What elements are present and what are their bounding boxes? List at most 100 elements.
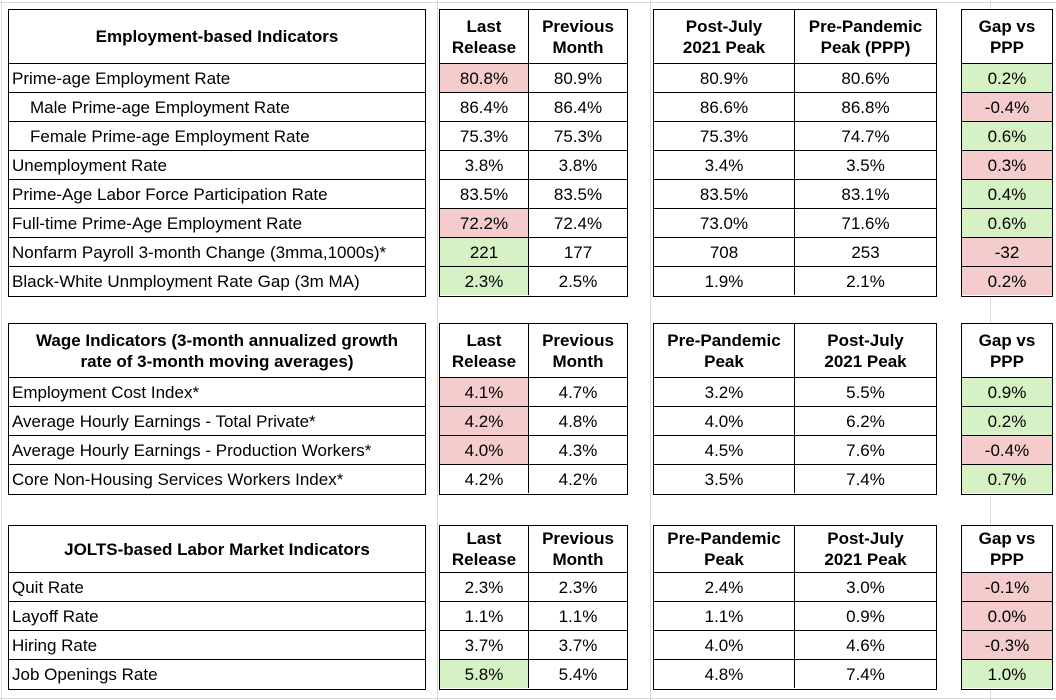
value-cell: 86.6% xyxy=(654,93,795,121)
value-cell: 86.4% xyxy=(440,93,529,121)
row-label: Job Openings Rate xyxy=(9,659,425,688)
row-label: Unemployment Rate xyxy=(9,150,425,179)
table-title: Wage Indicators (3-month annualized grow… xyxy=(35,330,399,371)
value-cell: 3.7% xyxy=(440,631,529,659)
row-label: Prime-Age Labor Force Participation Rate xyxy=(9,179,425,208)
table-row-segment: 2.4% 3.0% xyxy=(654,572,936,601)
value-cell: 0.3% xyxy=(962,150,1052,179)
value-cell: 2.3% xyxy=(440,267,529,295)
value-cell: 221 xyxy=(440,238,529,266)
table-row-segment: 86.4% 86.4% xyxy=(440,92,627,121)
table-row-segment: 3.2% 5.5% xyxy=(654,377,936,406)
value-cell: 6.2% xyxy=(846,411,885,431)
table-row-segment: 1.1% 1.1% xyxy=(440,601,627,630)
value-cell: 0.2% xyxy=(962,406,1052,435)
column-header-row: Post-July 2021 Peak Pre-Pandemic Peak (PP… xyxy=(654,10,936,63)
column-header: Last Release xyxy=(440,526,529,572)
value-cell: 83.5% xyxy=(654,180,795,208)
value-cell: 4.2% xyxy=(440,465,529,493)
gridline xyxy=(650,0,651,700)
value-cell: 3.5% xyxy=(846,155,885,175)
table-row-segment: 221 177 xyxy=(440,237,627,266)
row-label: Employment Cost Index* xyxy=(9,377,425,406)
table-3-labels-group: JOLTS-based Labor Market Indicators Quit … xyxy=(8,525,426,690)
value-cell: 75.3% xyxy=(553,126,603,146)
column-header-row: Last Release Previous Month xyxy=(440,324,627,377)
table-2-peaks-group: Pre-Pandemic Peak Post-July 2021 Peak 3.2%… xyxy=(653,323,937,495)
row-label: Hiring Rate xyxy=(9,630,425,659)
value-cell: 7.6% xyxy=(846,440,885,460)
table-row-segment: 4.5% 7.6% xyxy=(654,435,936,464)
value-cell: 3.4% xyxy=(654,151,795,179)
column-header: Pre-Pandemic Peak xyxy=(654,526,795,572)
value-cell: 72.4% xyxy=(553,213,603,233)
value-cell: 80.9% xyxy=(553,68,603,88)
value-cell: 3.5% xyxy=(654,465,795,493)
value-cell: -0.4% xyxy=(962,435,1052,464)
value-cell: -32 xyxy=(962,237,1052,266)
table-row-segment: 75.3% 75.3% xyxy=(440,121,627,150)
value-cell: 2.4% xyxy=(654,573,795,601)
table-row-segment: 4.2% 4.2% xyxy=(440,464,627,493)
table-row-segment: 5.8% 5.4% xyxy=(440,659,627,688)
table-row-segment: 2.3% 2.3% xyxy=(440,572,627,601)
table-row-segment: 4.1% 4.7% xyxy=(440,377,627,406)
table-row-segment: 80.8% 80.9% xyxy=(440,63,627,92)
value-cell: 253 xyxy=(851,242,880,262)
value-cell: 2.3% xyxy=(440,573,529,601)
row-label: Quit Rate xyxy=(9,572,425,601)
value-cell: 2.1% xyxy=(846,271,885,291)
value-cell: 83.5% xyxy=(440,180,529,208)
value-cell: 708 xyxy=(654,238,795,266)
table-row-segment: 708 253 xyxy=(654,237,936,266)
value-cell: -0.1% xyxy=(962,572,1052,601)
value-cell: 4.8% xyxy=(654,660,795,688)
table-2-labels-group: Wage Indicators (3-month annualized grow… xyxy=(8,323,426,495)
column-header: Gap vs PPP xyxy=(978,529,1036,569)
table-row-segment: 3.5% 7.4% xyxy=(654,464,936,493)
value-cell: 73.0% xyxy=(654,209,795,237)
row-label: Core Non-Housing Services Workers Index* xyxy=(9,464,425,493)
value-cell: 1.0% xyxy=(962,659,1052,688)
table-1-labels-group: Employment-based Indicators Prime-age Emp… xyxy=(8,9,426,297)
table-1-recent-group: Last Release Previous Month 80.8% 80.9% 86.4… xyxy=(439,9,628,297)
value-cell: 3.2% xyxy=(654,378,795,406)
value-cell: 4.2% xyxy=(440,407,529,435)
value-cell: 4.0% xyxy=(440,436,529,464)
value-cell: 80.9% xyxy=(654,64,795,92)
value-cell: 2.5% xyxy=(558,271,598,291)
table-2-gap-vs-ppp-group: Gap vs PPP 0.9% 0.2% -0.4% 0.7% xyxy=(961,323,1053,495)
value-cell: 75.3% xyxy=(654,122,795,150)
value-cell: 86.4% xyxy=(553,97,603,117)
row-label: Prime-age Employment Rate xyxy=(9,63,425,92)
column-header: Pre-Pandemic Peak xyxy=(654,324,795,377)
value-cell: 0.6% xyxy=(962,121,1052,150)
value-cell: 4.3% xyxy=(558,440,598,460)
table-row-segment: 83.5% 83.1% xyxy=(654,179,936,208)
value-cell: 7.4% xyxy=(846,469,885,489)
value-cell: -0.3% xyxy=(962,630,1052,659)
value-cell: 72.2% xyxy=(440,209,529,237)
value-cell: 0.4% xyxy=(962,179,1052,208)
table-row-segment: 1.1% 0.9% xyxy=(654,601,936,630)
row-label: Layoff Rate xyxy=(9,601,425,630)
gridline xyxy=(0,2,1056,3)
table-title: JOLTS-based Labor Market Indicators xyxy=(64,539,370,559)
table-3-peaks-group: Pre-Pandemic Peak Post-July 2021 Peak 2.4%… xyxy=(653,525,937,690)
value-cell: 86.8% xyxy=(841,97,890,117)
column-header: Post-July 2021 Peak xyxy=(824,529,907,569)
value-cell: 80.8% xyxy=(440,64,529,92)
value-cell: 0.2% xyxy=(962,266,1052,295)
table-row-segment: 73.0% 71.6% xyxy=(654,208,936,237)
value-cell: 75.3% xyxy=(440,122,529,150)
table-row-segment: 2.3% 2.5% xyxy=(440,266,627,295)
table-row-segment: 80.9% 80.6% xyxy=(654,63,936,92)
value-cell: 4.5% xyxy=(654,436,795,464)
column-header: Gap vs PPP xyxy=(978,16,1036,57)
value-cell: 4.0% xyxy=(654,407,795,435)
value-cell: 4.0% xyxy=(654,631,795,659)
gridline xyxy=(437,0,438,700)
column-header: Pre-Pandemic Peak (PPP) xyxy=(808,16,923,57)
row-label: Male Prime-age Employment Rate xyxy=(9,92,425,121)
